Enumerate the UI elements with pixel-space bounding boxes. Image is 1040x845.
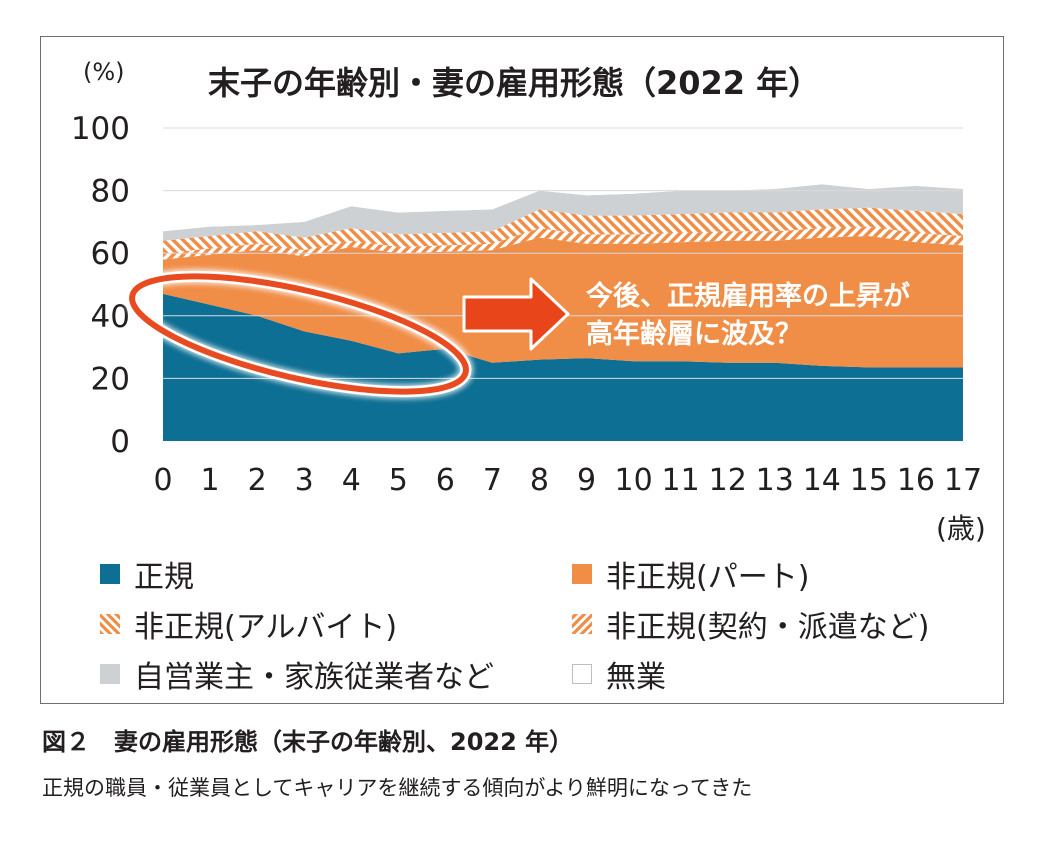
legend-swatch-contract — [572, 614, 592, 634]
x-tick-label: 4 — [342, 463, 361, 498]
x-axis: 0 1 2 3 4 5 6 7 8 9 10 11 12 13 14 15 16 17 — [153, 463, 982, 498]
legend-swatch-unemployed — [572, 664, 592, 684]
annotation-line2: 高年齢層に波及？ — [586, 318, 802, 350]
y-tick-label: 0 — [110, 424, 130, 460]
series-layer — [163, 128, 963, 441]
legend-item-unemployed: 無業 — [572, 652, 666, 696]
x-tick-label: 7 — [483, 463, 502, 498]
annotation-line1: 今後、正規雇用率の上昇が — [586, 280, 910, 312]
x-tick-label: 2 — [248, 463, 267, 498]
y-tick-label: 80 — [91, 174, 130, 210]
highlight-ellipse — [125, 269, 473, 399]
x-tick-label: 0 — [153, 463, 172, 498]
x-tick-label: 6 — [436, 463, 455, 498]
x-tick-label: 10 — [614, 463, 652, 498]
x-tick-label: 16 — [897, 463, 935, 498]
x-tick-label: 3 — [295, 463, 314, 498]
x-tick-label: 5 — [389, 463, 408, 498]
area-series-0 — [163, 293, 963, 441]
area-series-5 — [163, 128, 963, 232]
legend-item-arbeit: 非正規(アルバイト) — [100, 602, 397, 646]
x-tick-label: 12 — [709, 463, 747, 498]
legend-item-self-employed: 自営業主・家族従業者など — [100, 652, 494, 696]
legend-label-arbeit: 非正規(アルバイト) — [134, 610, 398, 645]
legend-label-regular: 正規 — [134, 560, 194, 595]
arrow-icon — [462, 277, 570, 351]
y-unit-label: (%) — [83, 58, 125, 86]
x-tick-label: 13 — [756, 463, 794, 498]
x-tick-label: 11 — [662, 463, 700, 498]
x-unit-label: (歳) — [936, 512, 986, 545]
legend-label-self-employed: 自営業主・家族従業者など — [134, 660, 494, 695]
legend-swatch-self-employed — [100, 664, 120, 684]
legend-label-unemployed: 無業 — [606, 660, 666, 695]
x-tick-label: 8 — [530, 463, 549, 498]
legend-swatch-regular — [100, 564, 120, 584]
y-tick-label: 100 — [71, 111, 130, 147]
legend-item-part: 非正規(パート) — [572, 552, 809, 596]
area-series-3 — [163, 207, 963, 254]
legend-swatch-arbeit — [100, 614, 120, 634]
area-series-2 — [163, 226, 963, 260]
legend-item-regular: 正規 — [100, 552, 194, 596]
chart-title: 末子の年齢別・妻の雇用形態（2022 年） — [208, 64, 820, 102]
y-tick-label: 60 — [91, 236, 130, 272]
legend-label-part: 非正規(パート) — [606, 560, 810, 595]
y-tick-label: 40 — [91, 299, 130, 335]
legend-label-contract: 非正規(契約・派遣など) — [606, 610, 930, 645]
y-axis: 0 20 40 60 80 100 — [71, 111, 130, 460]
figure-caption-subtitle: 正規の職員・従業員としてキャリアを継続する傾向がより鮮明になってきた — [42, 776, 753, 800]
x-tick-label: 17 — [944, 463, 982, 498]
y-tick-label: 20 — [91, 361, 130, 397]
chart-frame — [40, 36, 1004, 704]
area-series-4 — [163, 184, 963, 241]
legend-item-contract: 非正規(契約・派遣など) — [572, 602, 929, 646]
x-tick-label: 1 — [201, 463, 220, 498]
x-tick-label: 9 — [577, 463, 596, 498]
x-tick-label: 14 — [803, 463, 841, 498]
figure-caption-title: 図２ 妻の雇用形態（末子の年齢別、2022 年） — [42, 728, 574, 756]
x-tick-label: 15 — [850, 463, 888, 498]
legend-swatch-part — [572, 564, 592, 584]
area-series-1 — [163, 236, 963, 368]
